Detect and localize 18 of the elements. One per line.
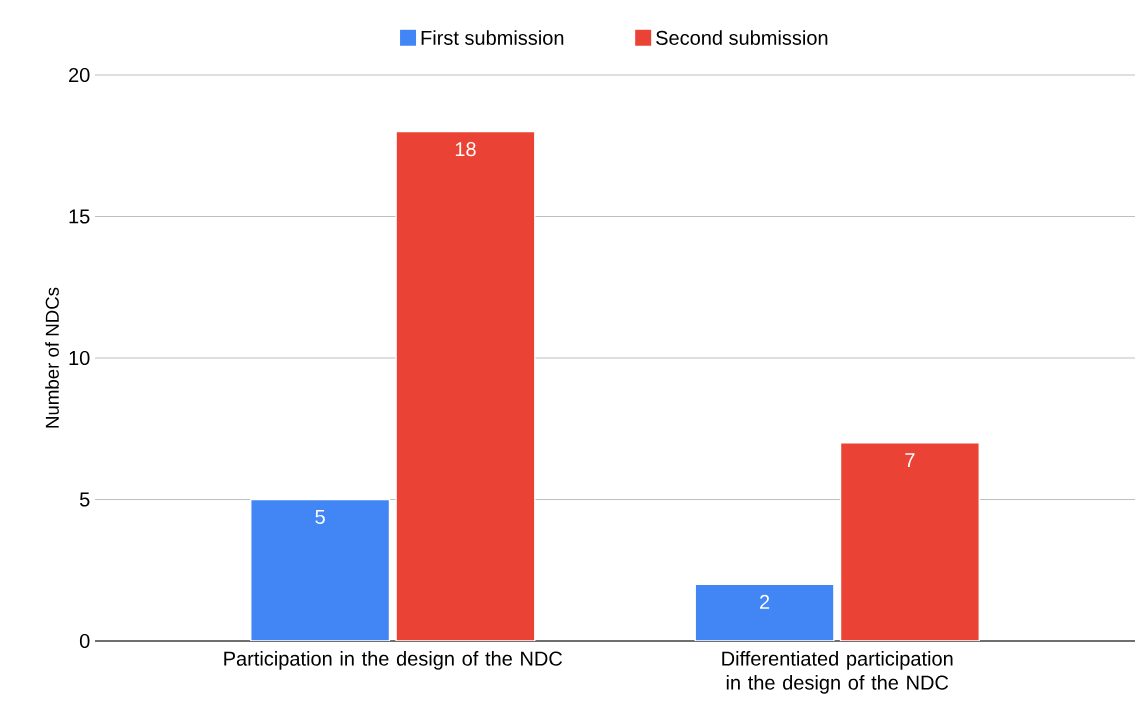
y-tick-label: 15: [69, 209, 90, 224]
x-tick-label: Participation in the design of the NDC: [224, 651, 563, 670]
data-label: 2: [760, 594, 770, 609]
data-label: 18: [455, 142, 476, 157]
y-tick-label: 5: [79, 492, 90, 507]
bar: [694, 583, 835, 641]
legend-label: First submission: [421, 30, 564, 45]
data-label: 5: [315, 509, 325, 524]
bar: [250, 498, 391, 641]
y-axis-title: Number of NDCs: [45, 287, 59, 428]
y-tick-label: 10: [69, 350, 90, 366]
y-tick-label: 20: [69, 67, 90, 83]
data-label: 7: [905, 453, 915, 468]
legend-label: Second submission: [656, 30, 828, 45]
bar: [839, 442, 980, 641]
y-tick-label: 0: [79, 633, 90, 649]
bar: [395, 130, 536, 641]
x-tick-label: Differentiated participation in the design of the NDC: [722, 651, 953, 694]
